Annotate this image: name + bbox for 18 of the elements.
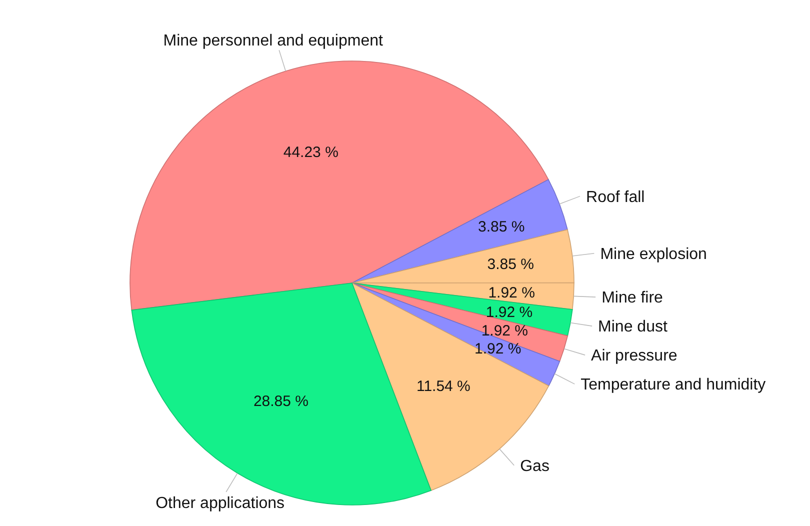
data-label: 3.85 % xyxy=(487,256,534,273)
slice-label: Air pressure xyxy=(591,348,678,365)
slice-label: Roof fall xyxy=(586,188,645,206)
slice-label: Mine explosion xyxy=(600,246,707,263)
data-label: 3.85 % xyxy=(478,218,525,236)
data-label: 44.23 % xyxy=(283,144,338,161)
slice-label: Temperature and humidity xyxy=(580,376,766,394)
slice-label: Mine dust xyxy=(598,318,668,336)
data-label: 1.92 % xyxy=(488,284,535,302)
slice-label: Mine fire xyxy=(602,290,664,307)
slice-label: Other applications xyxy=(156,494,285,512)
data-label: 1.92 % xyxy=(481,322,528,340)
data-label: 11.54 % xyxy=(416,378,470,396)
data-label: 1.92 % xyxy=(486,304,533,321)
data-label: 28.85 % xyxy=(253,393,308,410)
data-label: 1.92 % xyxy=(474,340,522,358)
slice-label: Gas xyxy=(520,458,550,475)
slice-label: Mine personnel and equipment xyxy=(163,32,384,50)
